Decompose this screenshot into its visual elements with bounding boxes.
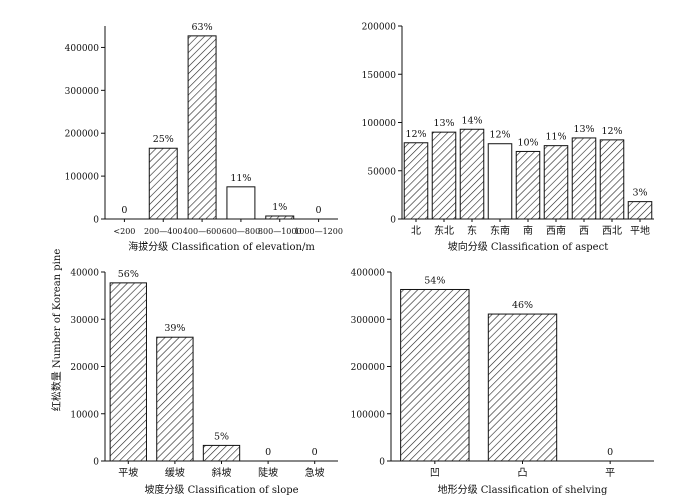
x-axis-label: 海拔分级 Classification of elevation/m <box>128 240 315 253</box>
x-tick-label: 陡坡 <box>258 466 278 479</box>
x-tick-label: <200 <box>113 227 135 236</box>
elevation-chart: 0 100000 200000 300000 400000 0 <200 25% 200—400… <box>65 22 343 253</box>
data-label: 12% <box>489 130 510 141</box>
x-axis-label: 坡度分级 Classification of slope <box>144 483 298 496</box>
y-tick-label: 0 <box>379 458 385 468</box>
y-tick-label: 300000 <box>65 87 100 97</box>
x-tick-label: 200—400 <box>144 227 183 236</box>
data-label: 12% <box>601 126 622 137</box>
data-label: 54% <box>424 275 445 286</box>
data-label: 25% <box>153 134 174 145</box>
x-tick-label: 西北 <box>602 225 622 237</box>
data-label: 14% <box>461 115 482 126</box>
x-tick-label: 平地 <box>630 224 650 237</box>
x-tick-label: 东北 <box>434 224 454 237</box>
data-label: 13% <box>433 118 454 129</box>
bar <box>403 142 429 220</box>
x-tick-label: 南 <box>523 224 533 237</box>
x-tick-label: 东 <box>467 224 477 237</box>
y-tick-label: 100000 <box>362 119 397 129</box>
data-label: 39% <box>164 323 185 334</box>
x-tick-label: 急坡 <box>305 466 325 479</box>
y-tick-label: 40000 <box>70 269 99 279</box>
data-label: 11% <box>230 173 251 184</box>
data-label: 0 <box>265 447 271 458</box>
y-tick-label: 20000 <box>70 363 99 373</box>
bar <box>431 131 457 220</box>
slope-chart: 0 10000 20000 30000 40000 56% 平坡 39% 缓坡 5% 斜坡 0 陡坡 0 急… <box>70 269 338 496</box>
bar <box>156 336 194 462</box>
y-axis-label: 红松数量 Number of Korean pine <box>50 249 63 412</box>
bar <box>202 444 241 462</box>
bar <box>487 143 513 220</box>
y-tick-label: 100000 <box>351 410 386 420</box>
x-tick-label: 凹 <box>430 468 440 479</box>
data-label: 13% <box>573 124 594 135</box>
x-tick-label: 平 <box>605 468 615 479</box>
bar <box>543 145 569 220</box>
bar <box>400 288 470 462</box>
y-tick-label: 400000 <box>351 269 386 279</box>
data-label: 0 <box>121 205 127 216</box>
data-label: 1% <box>272 202 287 213</box>
bar <box>487 313 558 462</box>
data-label: 0 <box>316 205 322 216</box>
x-tick-label: 400—600 <box>183 227 222 236</box>
bar <box>627 201 653 220</box>
bar <box>515 150 541 220</box>
y-tick-label: 0 <box>390 216 396 226</box>
y-tick-label: 200000 <box>351 363 386 373</box>
y-tick-label: 200000 <box>362 23 397 33</box>
y-tick-label: 300000 <box>351 316 386 326</box>
y-tick-label: 0 <box>93 458 99 468</box>
y-tick-label: 50000 <box>367 167 396 177</box>
data-label: 3% <box>632 188 647 199</box>
data-label: 0 <box>607 447 613 458</box>
x-tick-label: 缓坡 <box>165 466 185 479</box>
data-label: 10% <box>517 137 538 148</box>
y-tick-label: 10000 <box>70 410 99 420</box>
x-tick-label: 东南 <box>490 224 510 237</box>
shelving-chart: 0 100000 200000 300000 400000 54% 凹 46% 凸 0 平地形分级 … <box>351 269 654 496</box>
x-tick-label: 斜坡 <box>212 466 232 479</box>
x-axis-label: 地形分级 Classification of shelving <box>438 483 608 496</box>
x-tick-label: 凸 <box>518 467 528 479</box>
bar <box>226 186 256 220</box>
x-tick-label: 西南 <box>546 224 566 237</box>
data-label: 0 <box>312 447 318 458</box>
bar <box>187 35 217 220</box>
bar <box>571 137 597 220</box>
data-label: 11% <box>545 132 566 143</box>
data-label: 56% <box>118 269 139 280</box>
x-tick-label: 西 <box>579 226 589 237</box>
y-tick-label: 0 <box>93 216 99 226</box>
aspect-chart: 0 50000 100000 150000 200000 12% 北 13% 东北 14% 东 12%… <box>362 23 654 253</box>
x-tick-label: 600—800 <box>222 227 261 236</box>
data-label: 46% <box>512 300 533 311</box>
x-tick-label: 平坡 <box>118 466 138 479</box>
y-tick-label: 200000 <box>65 130 100 140</box>
bar <box>148 147 178 220</box>
data-label: 5% <box>214 431 229 442</box>
bar <box>459 128 485 220</box>
x-tick-label: 1000—1200 <box>294 227 343 236</box>
bar <box>109 282 147 462</box>
x-tick-label: 800—1000 <box>258 227 302 236</box>
data-label: 12% <box>405 129 426 140</box>
y-tick-label: 100000 <box>65 173 100 183</box>
y-tick-label: 150000 <box>362 71 397 81</box>
y-tick-label: 400000 <box>65 44 100 54</box>
data-label: 63% <box>192 22 213 33</box>
bar <box>265 215 295 220</box>
y-tick-label: 30000 <box>70 316 99 326</box>
x-axis-label: 坡向分级 Classification of aspect <box>448 240 608 253</box>
bar <box>599 139 625 220</box>
x-tick-label: 北 <box>411 225 421 237</box>
